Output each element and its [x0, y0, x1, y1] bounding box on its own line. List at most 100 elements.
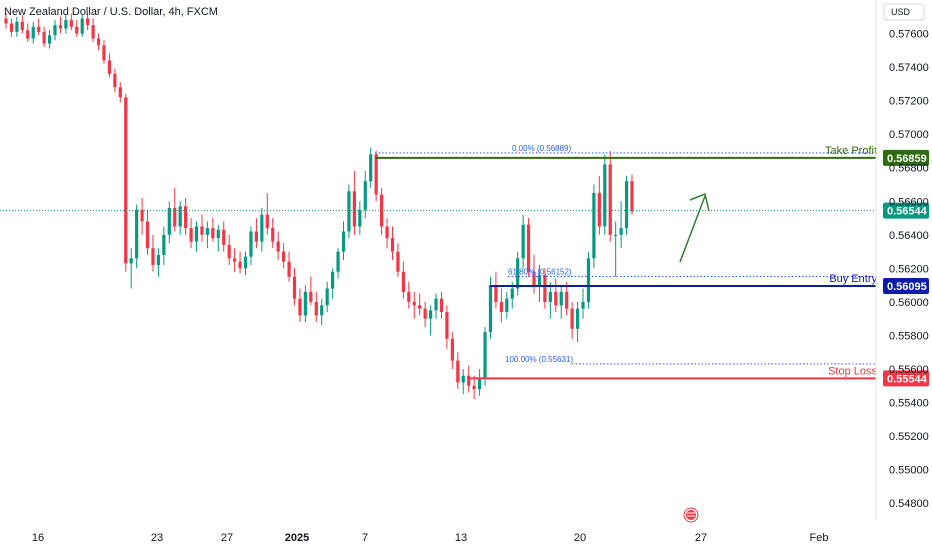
candle[interactable] [521, 214, 525, 269]
candle[interactable] [396, 243, 400, 277]
candle[interactable] [423, 301, 427, 328]
candle[interactable] [570, 301, 574, 339]
candle[interactable] [499, 288, 503, 323]
candle[interactable] [358, 201, 362, 235]
candle[interactable] [603, 154, 607, 235]
candle[interactable] [303, 285, 307, 323]
candle[interactable] [390, 226, 395, 260]
candle[interactable] [178, 201, 182, 235]
candle[interactable] [145, 209, 150, 255]
candle[interactable] [53, 20, 57, 41]
candle[interactable] [69, 13, 73, 31]
candle[interactable] [31, 21, 35, 44]
candle[interactable] [102, 40, 106, 64]
candle[interactable] [173, 187, 177, 232]
candle[interactable] [216, 224, 220, 252]
candle[interactable] [325, 281, 329, 312]
candle[interactable] [205, 221, 210, 249]
candle[interactable] [412, 291, 416, 319]
candle[interactable] [75, 20, 79, 37]
economic-event-icon[interactable] [683, 507, 699, 523]
candle[interactable] [86, 13, 90, 31]
candle[interactable] [516, 251, 520, 296]
candle[interactable] [341, 221, 346, 260]
candle[interactable] [189, 218, 193, 249]
candle[interactable] [260, 208, 264, 252]
candle[interactable] [276, 231, 280, 260]
candle[interactable] [494, 271, 498, 309]
time-axis[interactable]: 16 23 27 2025 7 13 20 27 Feb [32, 532, 829, 544]
candle[interactable] [42, 26, 46, 47]
candle[interactable] [407, 281, 411, 309]
candle[interactable] [624, 176, 629, 235]
candle[interactable] [363, 171, 367, 219]
candle[interactable] [614, 221, 618, 277]
currency-button[interactable]: USD [883, 3, 925, 21]
candle[interactable] [118, 82, 122, 103]
candle[interactable] [113, 68, 117, 93]
candle[interactable] [592, 184, 596, 269]
candle[interactable] [282, 243, 286, 269]
candle[interactable] [37, 18, 41, 36]
candle[interactable] [20, 15, 24, 34]
candle[interactable] [385, 218, 389, 249]
candle[interactable] [543, 268, 547, 309]
candle[interactable] [298, 288, 302, 323]
candle[interactable] [450, 332, 454, 370]
candle[interactable] [619, 201, 623, 249]
candle[interactable] [254, 218, 258, 249]
candle[interactable] [167, 201, 171, 244]
candle[interactable] [96, 33, 101, 51]
candle[interactable] [347, 184, 351, 239]
candle[interactable] [586, 251, 591, 309]
candle[interactable] [129, 248, 133, 289]
candle[interactable] [467, 365, 471, 393]
candle[interactable] [26, 23, 30, 42]
candle[interactable] [140, 197, 144, 235]
candle[interactable] [238, 251, 242, 274]
candle[interactable] [292, 268, 297, 306]
candle[interactable] [156, 248, 161, 277]
candle[interactable] [124, 93, 128, 272]
candle[interactable] [271, 218, 275, 249]
candle[interactable] [401, 261, 405, 299]
candle[interactable] [434, 293, 438, 319]
candle[interactable] [548, 281, 552, 319]
candle[interactable] [374, 150, 378, 202]
candle[interactable] [227, 234, 231, 266]
candle[interactable] [336, 248, 340, 279]
candle[interactable] [58, 16, 63, 34]
candle[interactable] [151, 234, 155, 272]
candle[interactable] [554, 278, 558, 312]
candle[interactable] [483, 327, 487, 386]
candle[interactable] [581, 288, 585, 319]
candle[interactable] [162, 226, 166, 266]
candle[interactable] [575, 301, 580, 343]
candle[interactable] [194, 221, 199, 252]
candle[interactable] [526, 218, 531, 277]
candle[interactable] [428, 305, 433, 336]
candle[interactable] [445, 305, 449, 349]
candle[interactable] [608, 150, 612, 242]
candle[interactable] [565, 281, 569, 316]
candle[interactable] [505, 291, 509, 319]
candle[interactable] [200, 214, 204, 242]
candle[interactable] [331, 268, 335, 299]
candle[interactable] [597, 176, 601, 235]
plot-area[interactable] [4, 13, 634, 400]
candle[interactable] [9, 18, 14, 37]
candle[interactable] [287, 251, 291, 282]
candle[interactable] [630, 174, 634, 215]
candle[interactable] [222, 221, 226, 252]
candle[interactable] [439, 291, 444, 319]
candle[interactable] [4, 13, 8, 29]
candle[interactable] [47, 30, 52, 49]
candle[interactable] [477, 369, 482, 396]
price-axis[interactable]: 0.57600 0.57400 0.57200 0.57000 0.56800 0.566… [889, 29, 929, 511]
candle[interactable] [461, 369, 465, 395]
candle[interactable] [532, 254, 536, 294]
candle[interactable] [488, 276, 493, 339]
candle[interactable] [184, 197, 188, 235]
candle[interactable] [211, 218, 215, 242]
